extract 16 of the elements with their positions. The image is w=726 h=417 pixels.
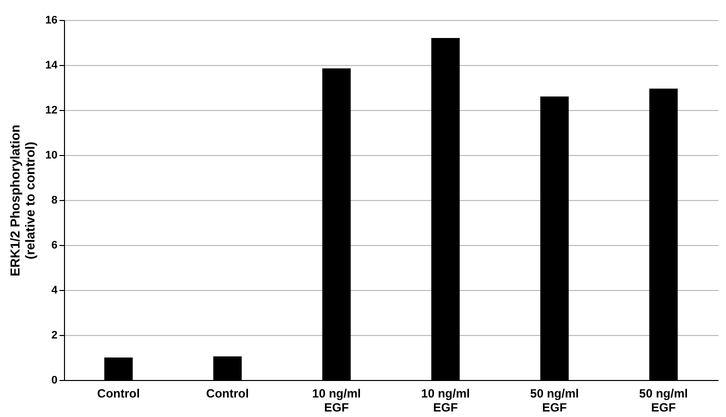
y-tick-label: 14 bbox=[45, 60, 58, 72]
x-tick-label: 50 ng/ml EGF bbox=[530, 386, 579, 414]
x-tick-label: 10 ng/ml EGF bbox=[421, 386, 470, 414]
y-tick-label: 2 bbox=[51, 330, 58, 342]
x-tick-label: 50 ng/ml EGF bbox=[639, 386, 688, 414]
y-tick-label: 6 bbox=[51, 240, 58, 252]
y-tick-label: 10 bbox=[45, 150, 58, 162]
x-tick-label: Control bbox=[97, 386, 140, 400]
x-tick-label: 10 ng/ml EGF bbox=[312, 386, 361, 414]
y-axis-title: ERK1/2 Phosphorylation (relative to control) bbox=[7, 124, 38, 276]
y-tick-label: 8 bbox=[51, 194, 58, 206]
y-tick-label: 0 bbox=[51, 374, 58, 386]
x-tick-label: Control bbox=[206, 386, 249, 400]
y-tick-label: 12 bbox=[45, 104, 58, 116]
y-tick-label: 4 bbox=[51, 284, 58, 296]
y-tick-label: 16 bbox=[45, 14, 58, 26]
